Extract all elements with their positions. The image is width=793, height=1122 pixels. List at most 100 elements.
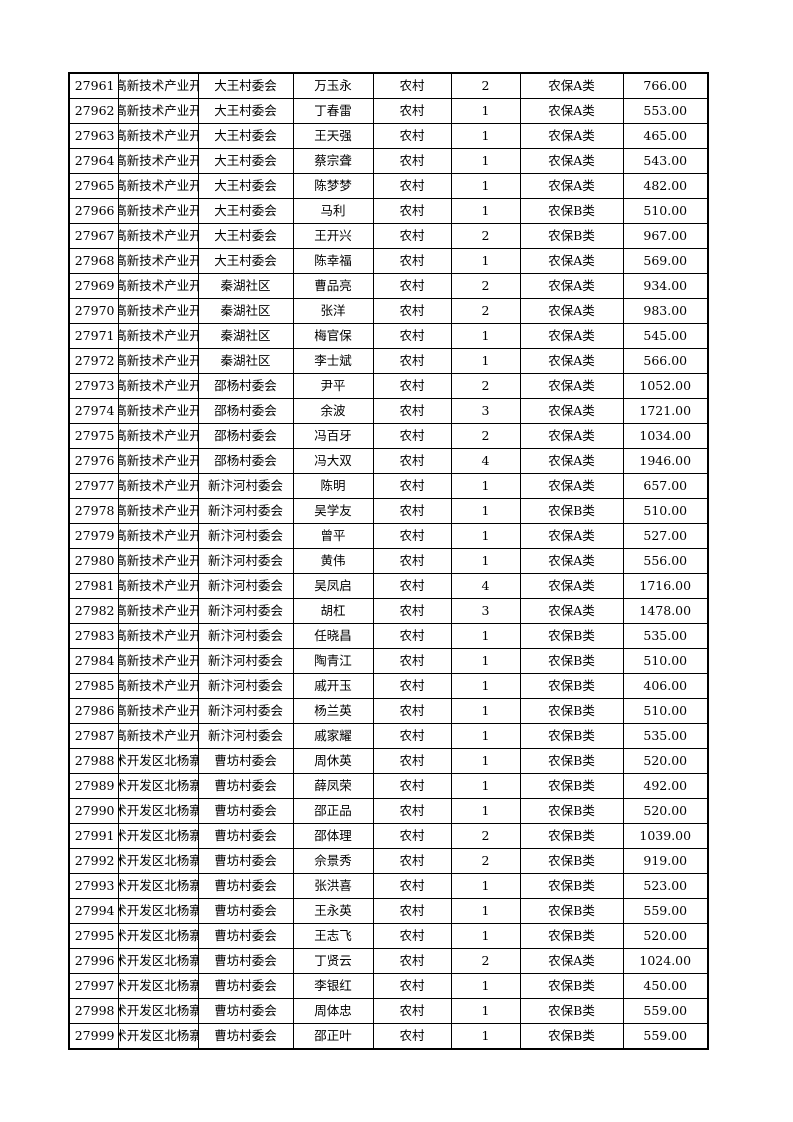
village-cell: 曹坊村委会 bbox=[197, 748, 294, 774]
village-cell: 曹坊村委会 bbox=[197, 898, 294, 924]
household-type-cell: 农村 bbox=[372, 873, 452, 899]
district-cell: 高新技术产业开 bbox=[117, 698, 199, 724]
insurance-type-cell: 农保B类 bbox=[519, 998, 624, 1024]
district-cell: 高新技术产业开 bbox=[117, 473, 199, 499]
insurance-type-cell: 农保A类 bbox=[519, 148, 624, 174]
table-row: 27989 术开发区北杨寨 曹坊村委会 薛凤荣 农村 1 农保B类 492.00 bbox=[68, 773, 709, 799]
member-count-cell: 1 bbox=[450, 773, 521, 799]
insurance-type-cell: 农保A类 bbox=[519, 398, 624, 424]
amount-cell: 535.00 bbox=[622, 723, 709, 749]
insurance-type-cell: 农保B类 bbox=[519, 923, 624, 949]
data-table: 27961 高新技术产业开 大王村委会 万玉永 农村 2 农保A类 766.00 27962 高新… bbox=[68, 72, 709, 1050]
member-count-cell: 1 bbox=[450, 248, 521, 274]
village-cell: 新汴河村委会 bbox=[197, 648, 294, 674]
amount-cell: 566.00 bbox=[622, 348, 709, 374]
member-count-cell: 2 bbox=[450, 948, 521, 974]
district-text: 高新技术产业开 bbox=[118, 253, 198, 268]
table-row: 27990 术开发区北杨寨 曹坊村委会 邵正品 农村 1 农保B类 520.00 bbox=[68, 798, 709, 824]
member-count-cell: 2 bbox=[450, 298, 521, 324]
village-cell: 新汴河村委会 bbox=[197, 573, 294, 599]
district-cell: 高新技术产业开 bbox=[117, 648, 199, 674]
district-cell: 高新技术产业开 bbox=[117, 198, 199, 224]
row-id-cell: 27980 bbox=[68, 548, 119, 574]
insurance-type-cell: 农保A类 bbox=[519, 948, 624, 974]
village-cell: 秦湖社区 bbox=[197, 348, 294, 374]
row-id-cell: 27973 bbox=[68, 373, 119, 399]
table-row: 27995 术开发区北杨寨 曹坊村委会 王志飞 农村 1 农保B类 520.00 bbox=[68, 923, 709, 949]
household-type-cell: 农村 bbox=[372, 473, 452, 499]
table-row: 27975 高新技术产业开 邵杨村委会 冯百牙 农村 2 农保A类 1034.00 bbox=[68, 423, 709, 449]
village-cell: 曹坊村委会 bbox=[197, 773, 294, 799]
insurance-type-cell: 农保A类 bbox=[519, 72, 624, 99]
table-row: 27979 高新技术产业开 新汴河村委会 曾平 农村 1 农保A类 527.00 bbox=[68, 523, 709, 549]
member-count-cell: 1 bbox=[450, 498, 521, 524]
district-cell: 术开发区北杨寨 bbox=[117, 973, 199, 999]
household-type-cell: 农村 bbox=[372, 823, 452, 849]
amount-cell: 1946.00 bbox=[622, 448, 709, 474]
amount-cell: 1721.00 bbox=[622, 398, 709, 424]
district-cell: 术开发区北杨寨 bbox=[117, 923, 199, 949]
row-id-cell: 27964 bbox=[68, 148, 119, 174]
insurance-type-cell: 农保A类 bbox=[519, 423, 624, 449]
household-type-cell: 农村 bbox=[372, 998, 452, 1024]
table-row: 27992 术开发区北杨寨 曹坊村委会 佘景秀 农村 2 农保B类 919.00 bbox=[68, 848, 709, 874]
person-name-cell: 曹品亮 bbox=[292, 273, 374, 299]
person-name-cell: 冯百牙 bbox=[292, 423, 374, 449]
row-id-cell: 27965 bbox=[68, 173, 119, 199]
person-name-cell: 丁春雷 bbox=[292, 98, 374, 124]
table-row: 27964 高新技术产业开 大王村委会 蔡宗聋 农村 1 农保A类 543.00 bbox=[68, 148, 709, 174]
district-text: 术开发区北杨寨 bbox=[118, 1003, 198, 1018]
member-count-cell: 1 bbox=[450, 348, 521, 374]
district-text: 高新技术产业开 bbox=[118, 678, 198, 693]
district-cell: 术开发区北杨寨 bbox=[117, 998, 199, 1024]
district-cell: 术开发区北杨寨 bbox=[117, 948, 199, 974]
district-cell: 术开发区北杨寨 bbox=[117, 798, 199, 824]
village-cell: 新汴河村委会 bbox=[197, 548, 294, 574]
insurance-type-cell: 农保B类 bbox=[519, 823, 624, 849]
village-cell: 新汴河村委会 bbox=[197, 598, 294, 624]
district-cell: 高新技术产业开 bbox=[117, 523, 199, 549]
member-count-cell: 1 bbox=[450, 973, 521, 999]
table-row: 27986 高新技术产业开 新汴河村委会 杨兰英 农村 1 农保B类 510.00 bbox=[68, 698, 709, 724]
household-type-cell: 农村 bbox=[372, 173, 452, 199]
village-cell: 秦湖社区 bbox=[197, 273, 294, 299]
row-id-cell: 27998 bbox=[68, 998, 119, 1024]
district-text: 高新技术产业开 bbox=[118, 428, 198, 443]
insurance-type-cell: 农保B类 bbox=[519, 848, 624, 874]
row-id-cell: 27986 bbox=[68, 698, 119, 724]
household-type-cell: 农村 bbox=[372, 848, 452, 874]
member-count-cell: 2 bbox=[450, 223, 521, 249]
household-type-cell: 农村 bbox=[372, 323, 452, 349]
person-name-cell: 邵正叶 bbox=[292, 1023, 374, 1050]
district-text: 术开发区北杨寨 bbox=[118, 978, 198, 993]
person-name-cell: 陈梦梦 bbox=[292, 173, 374, 199]
amount-cell: 510.00 bbox=[622, 198, 709, 224]
table-row: 27996 术开发区北杨寨 曹坊村委会 丁贤云 农村 2 农保A类 1024.00 bbox=[68, 948, 709, 974]
insurance-type-cell: 农保A类 bbox=[519, 598, 624, 624]
village-cell: 邵杨村委会 bbox=[197, 423, 294, 449]
person-name-cell: 陶青江 bbox=[292, 648, 374, 674]
table-row: 27994 术开发区北杨寨 曹坊村委会 王永英 农村 1 农保B类 559.00 bbox=[68, 898, 709, 924]
person-name-cell: 胡杠 bbox=[292, 598, 374, 624]
village-cell: 曹坊村委会 bbox=[197, 998, 294, 1024]
person-name-cell: 曾平 bbox=[292, 523, 374, 549]
person-name-cell: 邵正品 bbox=[292, 798, 374, 824]
table-row: 27983 高新技术产业开 新汴河村委会 任晓昌 农村 1 农保B类 535.00 bbox=[68, 623, 709, 649]
table-row: 27971 高新技术产业开 秦湖社区 梅官保 农村 1 农保A类 545.00 bbox=[68, 323, 709, 349]
amount-cell: 1034.00 bbox=[622, 423, 709, 449]
table-row: 27993 术开发区北杨寨 曹坊村委会 张洪喜 农村 1 农保B类 523.00 bbox=[68, 873, 709, 899]
member-count-cell: 3 bbox=[450, 398, 521, 424]
row-id-cell: 27962 bbox=[68, 98, 119, 124]
row-id-cell: 27989 bbox=[68, 773, 119, 799]
village-cell: 新汴河村委会 bbox=[197, 698, 294, 724]
amount-cell: 1716.00 bbox=[622, 573, 709, 599]
district-text: 高新技术产业开 bbox=[118, 653, 198, 668]
member-count-cell: 1 bbox=[450, 1023, 521, 1050]
table-row: 27981 高新技术产业开 新汴河村委会 吴凤启 农村 4 农保A类 1716.00 bbox=[68, 573, 709, 599]
village-cell: 邵杨村委会 bbox=[197, 373, 294, 399]
table-row: 27998 术开发区北杨寨 曹坊村委会 周体忠 农村 1 农保B类 559.00 bbox=[68, 998, 709, 1024]
district-text: 高新技术产业开 bbox=[118, 578, 198, 593]
district-text: 高新技术产业开 bbox=[118, 128, 198, 143]
person-name-cell: 王永英 bbox=[292, 898, 374, 924]
district-cell: 高新技术产业开 bbox=[117, 323, 199, 349]
